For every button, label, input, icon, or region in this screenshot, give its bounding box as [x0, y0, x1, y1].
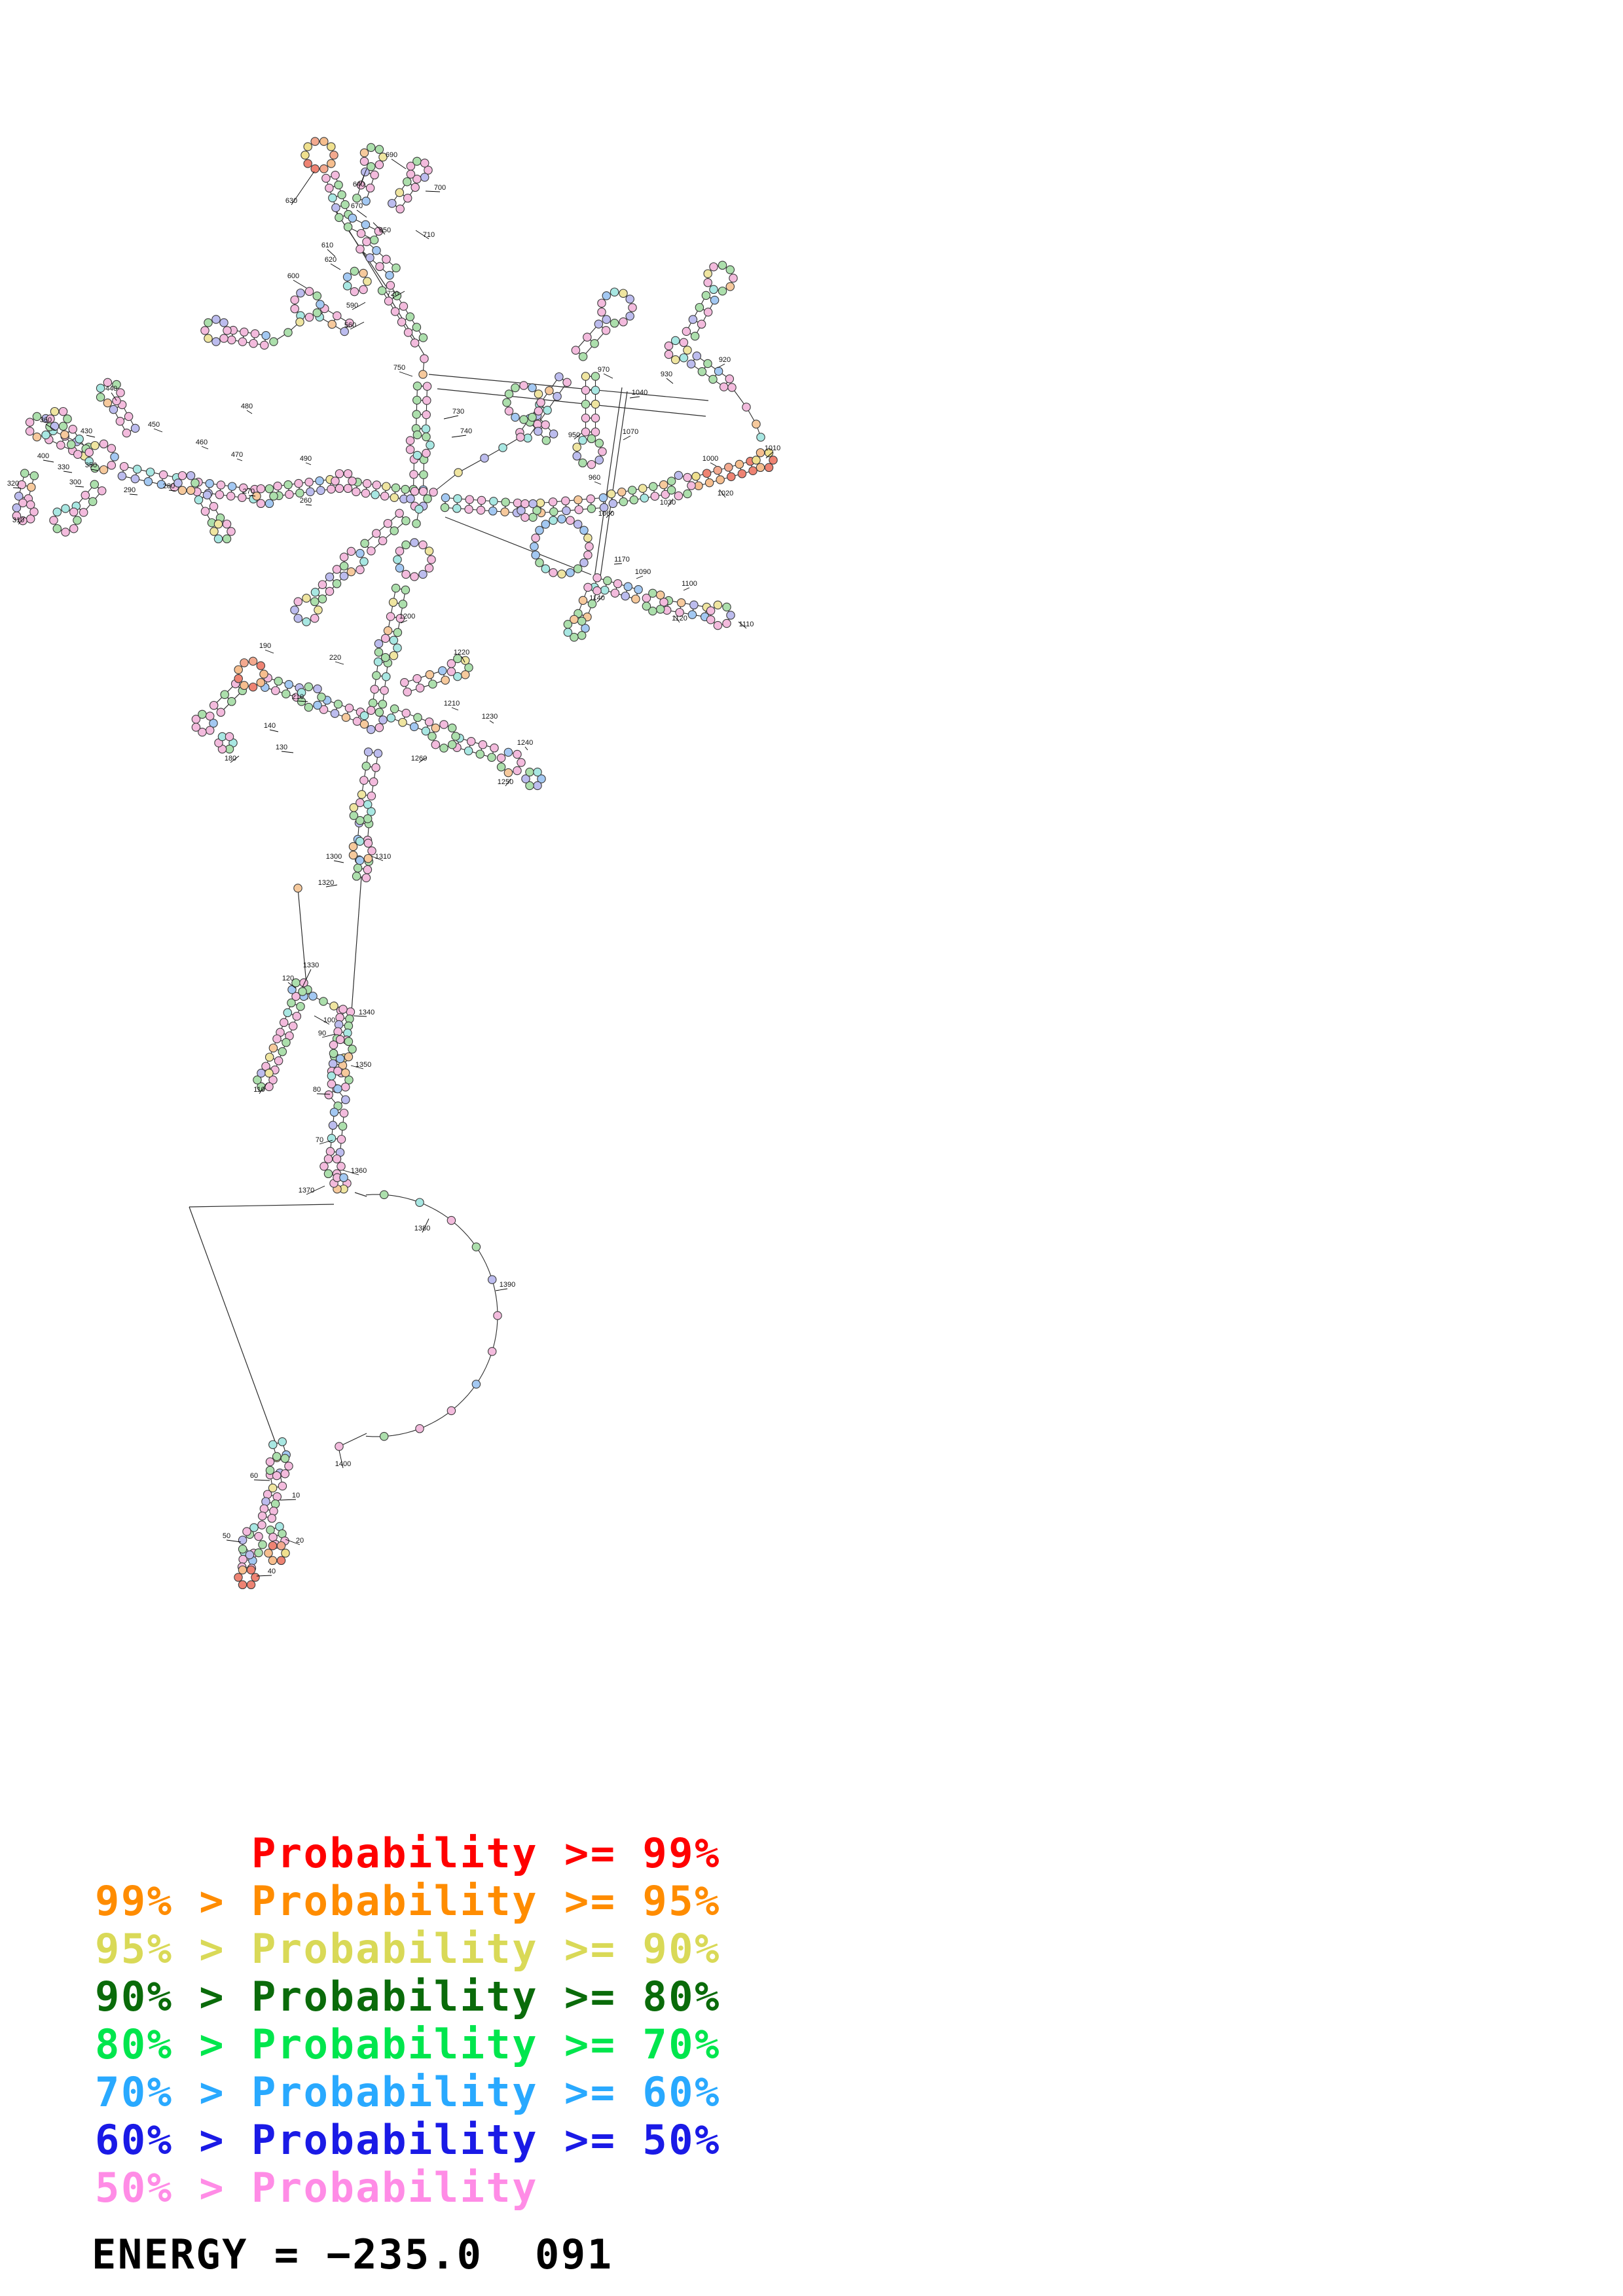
nucleotide-number-label: 560: [344, 321, 356, 329]
nucleotide-number-label: 640: [353, 181, 365, 188]
nucleotide-number-label: 670: [351, 202, 363, 210]
nucleotide-number-label: 1000: [702, 455, 718, 463]
legend-line-5: 70% > Probability >= 60%: [95, 2068, 721, 2116]
nucleotide-number-label: 1300: [326, 853, 342, 861]
nucleotide-number-label: 1120: [672, 615, 687, 622]
nucleotide-number-label: 430: [81, 427, 92, 435]
nucleotide-number-label: 440: [105, 385, 117, 393]
nucleotide-number-label: 220: [329, 654, 341, 662]
nucleotide-number-label: 1070: [623, 428, 638, 436]
nucleotide-number-label: 1110: [739, 620, 754, 628]
nucleotide-number-label: 140: [264, 722, 276, 730]
nucleotide-number-label: 1100: [682, 580, 697, 588]
nucleotide-number-label: 180: [225, 755, 236, 762]
nucleotide-number-label: 310: [12, 516, 24, 524]
nucleotide-number-label: 20: [296, 1537, 304, 1545]
nucleotide-number-label: 730: [452, 408, 464, 416]
nucleotide-number-label: 60: [250, 1472, 258, 1480]
nucleotide-number-label: 70: [316, 1136, 323, 1144]
nucleotide-number-label: 10: [292, 1492, 300, 1499]
nucleotide-number-label: 600: [287, 272, 299, 280]
legend-line-3: 90% > Probability >= 80%: [95, 1973, 721, 2020]
nucleotide-number-label: 1250: [498, 778, 513, 786]
legend-line-2: 95% > Probability >= 90%: [95, 1925, 721, 1973]
nucleotide-number-label: 1400: [335, 1460, 351, 1468]
nucleotide-number-label: 480: [241, 403, 253, 410]
nucleotide-number-label: 210: [292, 693, 304, 701]
nucleotide-number-label: 1240: [517, 739, 533, 747]
legend-line-0: Probability >= 99%: [95, 1829, 721, 1877]
nucleotide-number-label: 470: [231, 451, 243, 459]
nucleotide-number-label: 120: [282, 975, 294, 982]
nucleotide-number-label: 650: [379, 226, 391, 234]
nucleotide-number-label: 610: [321, 242, 333, 249]
nucleotide-number-label: 960: [589, 474, 600, 482]
nucleotide-number-label: 740: [460, 427, 472, 435]
nucleotide-number-label: 190: [259, 642, 271, 650]
legend-line-1: 99% > Probability >= 95%: [95, 1877, 721, 1925]
nucleotide-number-label: 1330: [303, 961, 319, 969]
nucleotide-number-label: 1360: [351, 1167, 367, 1175]
nucleotide-number-label: 130: [276, 744, 287, 751]
nucleotide-number-label: 1210: [444, 700, 460, 708]
nucleotide-number-label: 1060: [598, 510, 614, 518]
nucleotide-number-label: 80: [313, 1086, 321, 1094]
nucleotide-number-label: 100: [323, 1016, 335, 1024]
nucleotide-number-label: 720: [387, 290, 399, 298]
nucleotide-number-label: 1380: [414, 1225, 430, 1232]
legend-line-7: 50% > Probability: [95, 2164, 539, 2212]
nucleotide-number-label: 1200: [399, 613, 415, 620]
nucleotide-number-label: 270: [243, 488, 255, 495]
nucleotide-number-label: 330: [58, 463, 69, 471]
nucleotide-number-label: 360: [40, 416, 52, 424]
nucleotide-number-label: 350: [85, 461, 97, 469]
nucleotide-number-label: 690: [386, 151, 397, 159]
nucleotide-number-label: 300: [69, 478, 81, 486]
nucleotide-number-label: 750: [393, 364, 405, 372]
probability-legend: Probability >= 99% 99% > Probability >= 9…: [95, 1829, 721, 2212]
nucleotide-number-label: 400: [37, 452, 49, 460]
nucleotide-number-label: 1230: [482, 713, 498, 721]
nucleotide-number-label: 1340: [359, 1009, 374, 1016]
nucleotide-number-label: 280: [163, 482, 175, 490]
nucleotide-number-label: 1370: [299, 1187, 314, 1194]
nucleotide-number-label: 950: [568, 431, 580, 439]
nucleotide-number-label: 1350: [356, 1061, 371, 1069]
nucleotide-number-label: 1310: [375, 853, 391, 861]
nucleotide-number-label: 1170: [614, 556, 630, 564]
nucleotide-number-label: 710: [423, 231, 435, 239]
nucleotide-number-label: 630: [285, 197, 297, 205]
nucleotide-number-label: 920: [719, 356, 731, 364]
nucleotide-number-label: 590: [346, 302, 358, 310]
nucleotide-number-label: 490: [300, 455, 312, 463]
nucleotide-number-label: 450: [148, 421, 160, 429]
nucleotide-number-label: 930: [661, 370, 672, 378]
legend-line-4: 80% > Probability >= 70%: [95, 2020, 721, 2068]
nucleotide-number-label: 1040: [632, 389, 647, 397]
nucleotide-number-label: 700: [434, 184, 446, 192]
nucleotide-number-label: 1010: [765, 444, 780, 452]
nucleotide-number-label: 110: [253, 1086, 265, 1094]
nucleotide-number-label: 620: [325, 256, 337, 264]
nucleotide-number-label: 1140: [589, 594, 605, 602]
nucleotide-number-label: 90: [318, 1030, 326, 1037]
legend-line-6: 60% > Probability >= 50%: [95, 2116, 721, 2164]
nucleotide-number-label: 50: [223, 1532, 230, 1540]
nucleotide-number-label: 1030: [660, 499, 676, 507]
nucleotide-number-label: 1090: [635, 568, 651, 576]
nucleotide-number-label: 1390: [500, 1281, 515, 1289]
nucleotide-number-label: 260: [300, 497, 312, 505]
nucleotide-number-label: 1260: [411, 755, 427, 762]
nucleotide-number-label: 970: [598, 366, 610, 374]
nucleotide-number-label: 1320: [318, 879, 334, 887]
nucleotide-number-label: 1020: [718, 490, 733, 497]
nucleotide-number-label: 320: [7, 480, 19, 488]
nucleotide-number-label: 1220: [454, 649, 469, 656]
nucleotide-number-label: 460: [196, 439, 208, 446]
energy-label: ENERGY = −235.0 091: [92, 2231, 613, 2278]
nucleotide-number-label: 290: [124, 486, 136, 494]
nucleotide-number-label: 40: [268, 1568, 276, 1575]
